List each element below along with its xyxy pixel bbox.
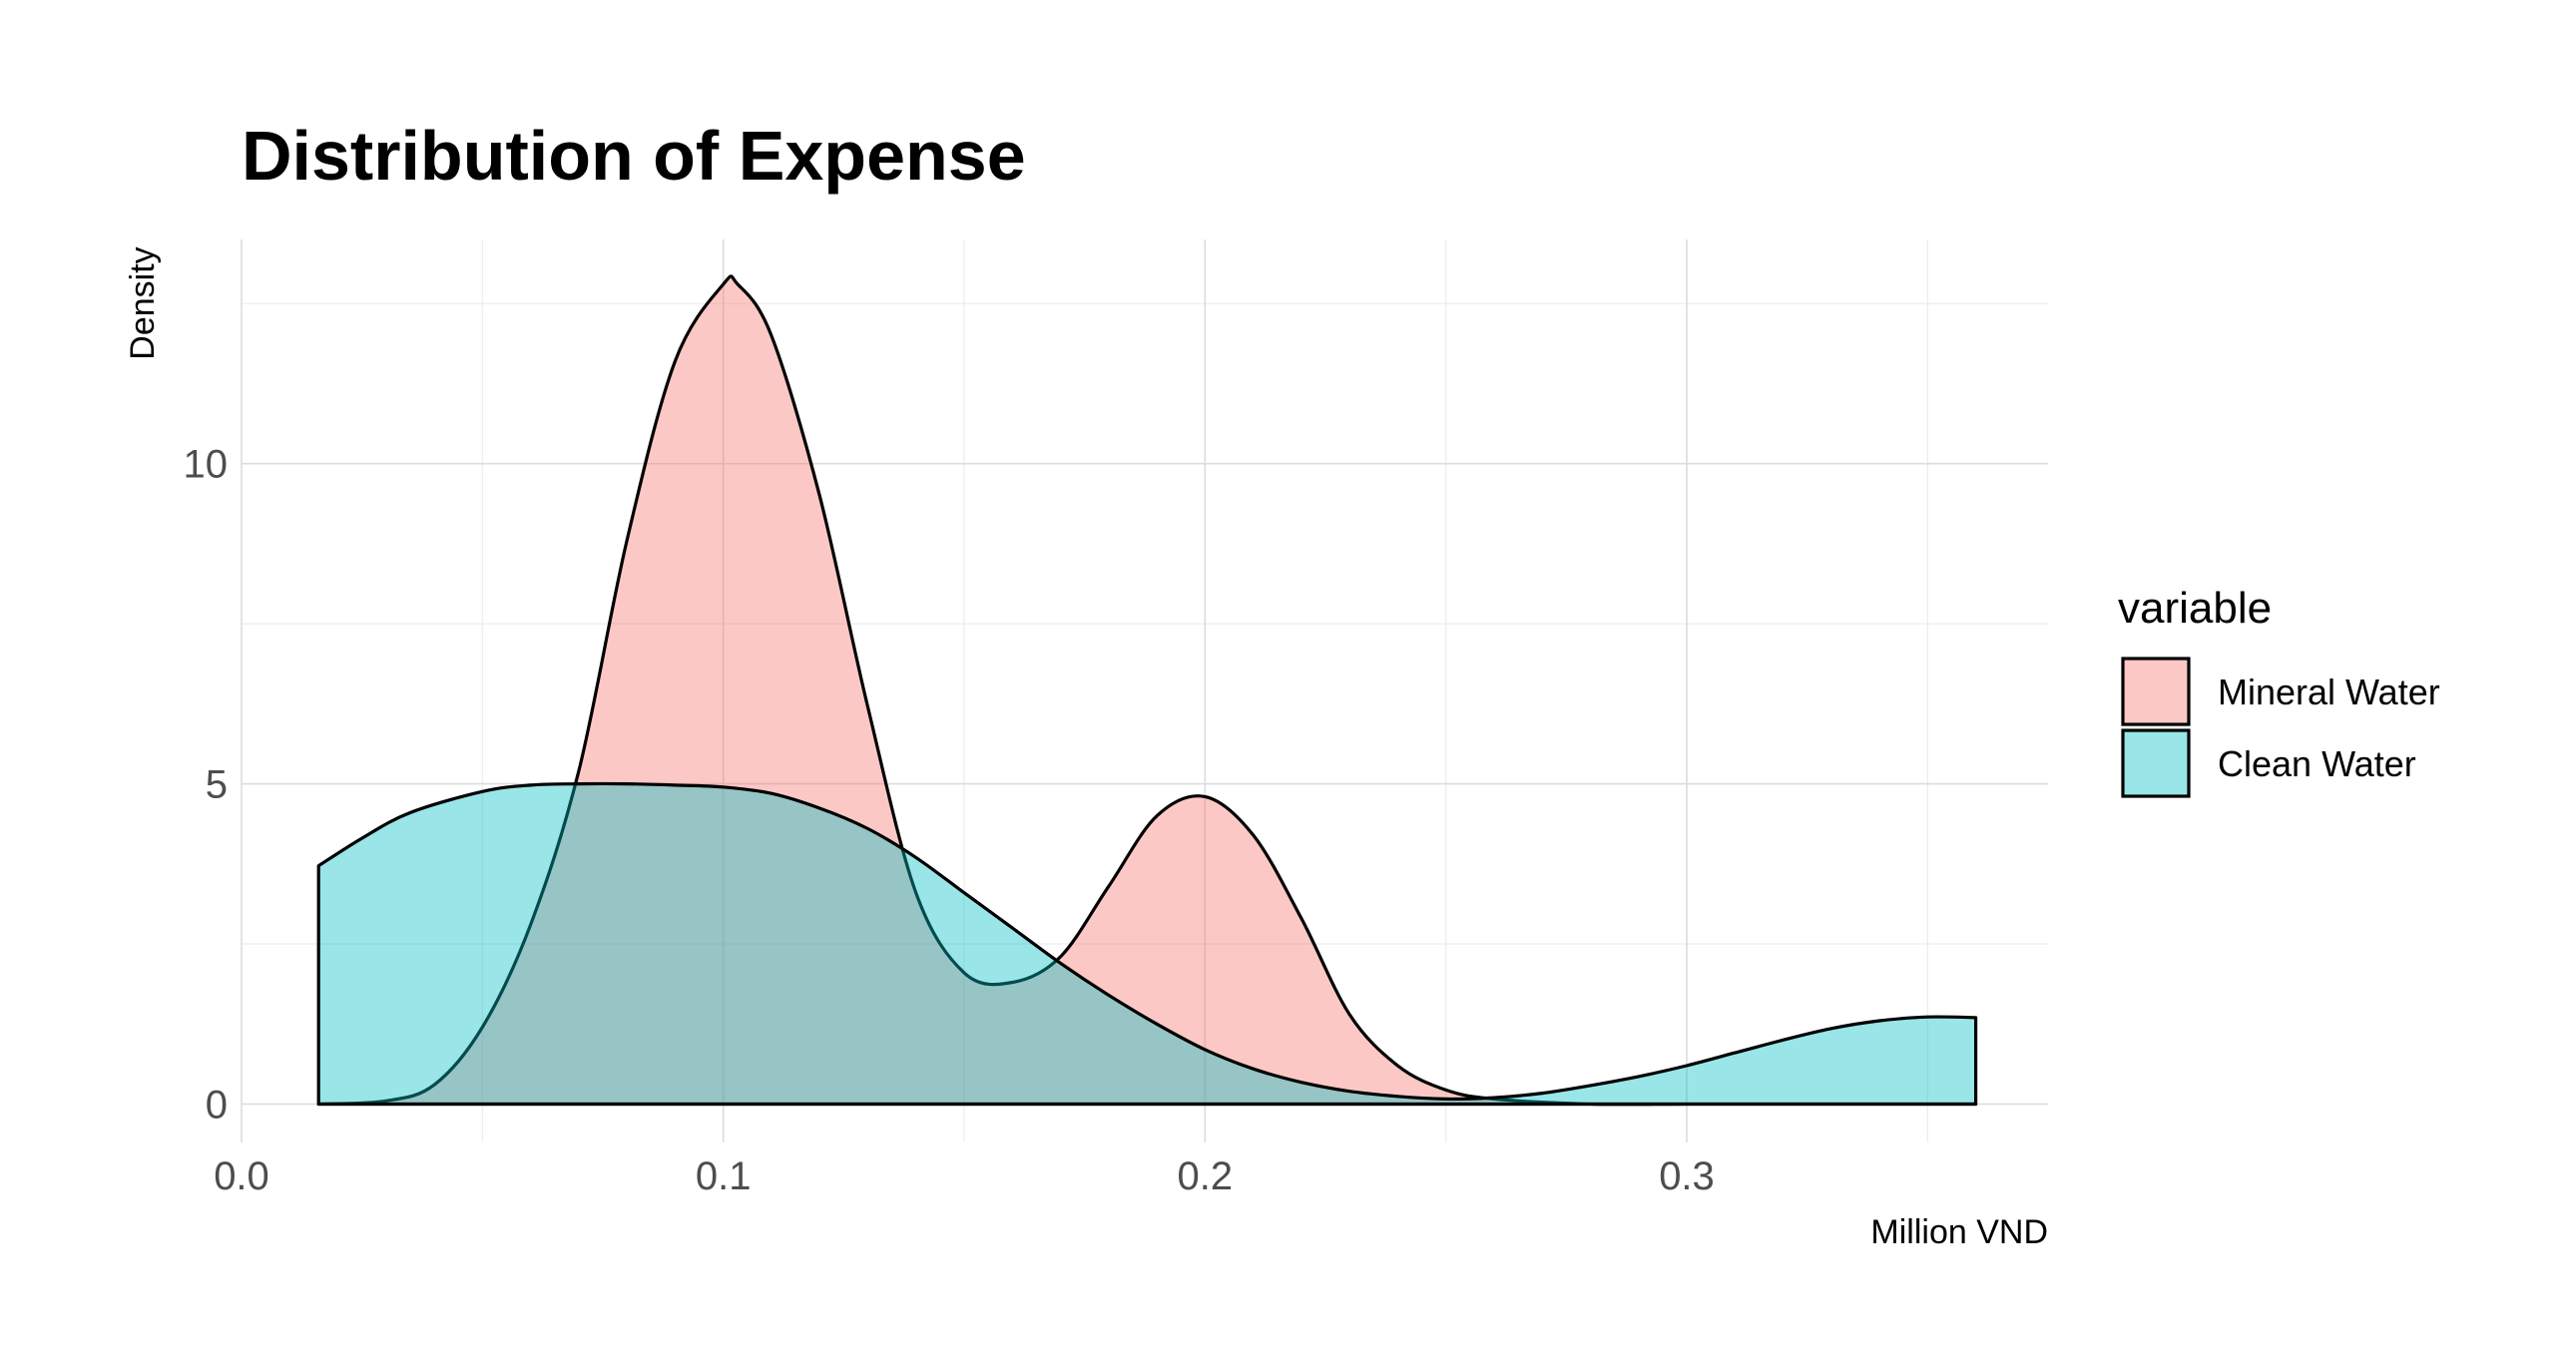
y-tick-label: 5 (206, 763, 228, 807)
legend-title: variable (2118, 584, 2272, 633)
x-tick-label: 0.2 (1178, 1154, 1234, 1198)
density-areas (316, 274, 1978, 1107)
legend-label-mineral-water: Mineral Water (2218, 672, 2440, 712)
legend: variable Mineral Water Clean Water (2118, 584, 2440, 798)
y-axis-title: Density (124, 246, 162, 359)
legend-label-clean-water: Clean Water (2218, 743, 2416, 784)
y-tick-label: 0 (206, 1083, 228, 1127)
axis-ticks: 0.0 0.1 0.2 0.3 0 5 10 (184, 443, 1715, 1198)
x-tick-label: 0.1 (696, 1154, 752, 1198)
x-tick-label: 0.0 (214, 1154, 269, 1198)
x-tick-label: 0.3 (1659, 1154, 1715, 1198)
legend-key-mineral-water (2121, 657, 2191, 726)
clean-water-density-area (316, 781, 1978, 1107)
legend-key-background (2123, 659, 2189, 724)
legend-key-clean-water (2121, 728, 2191, 798)
chart-title: Distribution of Expense (242, 117, 1026, 195)
x-axis-title: Million VND (1870, 1213, 2048, 1251)
legend-key-background (2123, 730, 2189, 796)
y-tick-label: 10 (184, 443, 229, 487)
